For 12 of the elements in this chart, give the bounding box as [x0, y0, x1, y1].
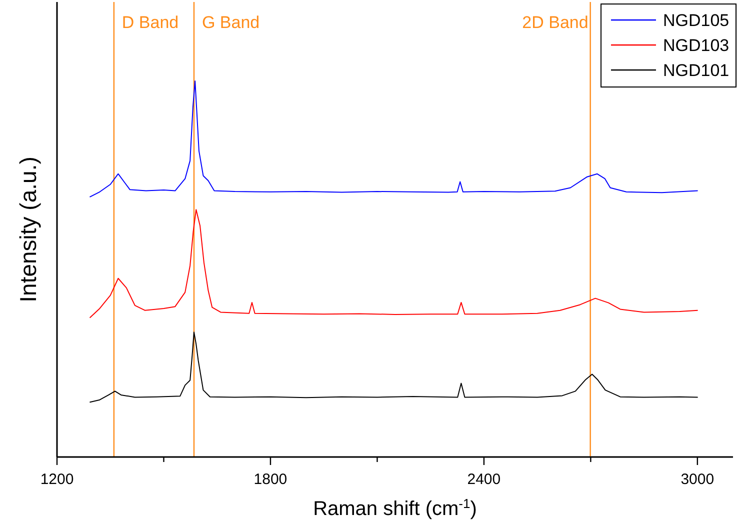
x-axis-title: Raman shift (cm$^{-1}$): [313, 496, 477, 520]
x-tick-label: 1800: [254, 471, 288, 488]
legend-label: NGD105: [663, 11, 730, 30]
ref-line-label: 2D Band: [522, 13, 588, 32]
ref-line-label: D Band: [122, 13, 179, 32]
legend-label: NGD101: [663, 61, 730, 80]
ref-line-label: G Band: [202, 13, 260, 32]
x-tick-label: 1200: [40, 471, 74, 488]
x-tick-label: 2400: [467, 471, 501, 488]
x-tick-label: 3000: [680, 471, 714, 488]
legend-label: NGD103: [663, 36, 730, 55]
y-axis-title: Intensity (a.u.): [15, 156, 41, 302]
